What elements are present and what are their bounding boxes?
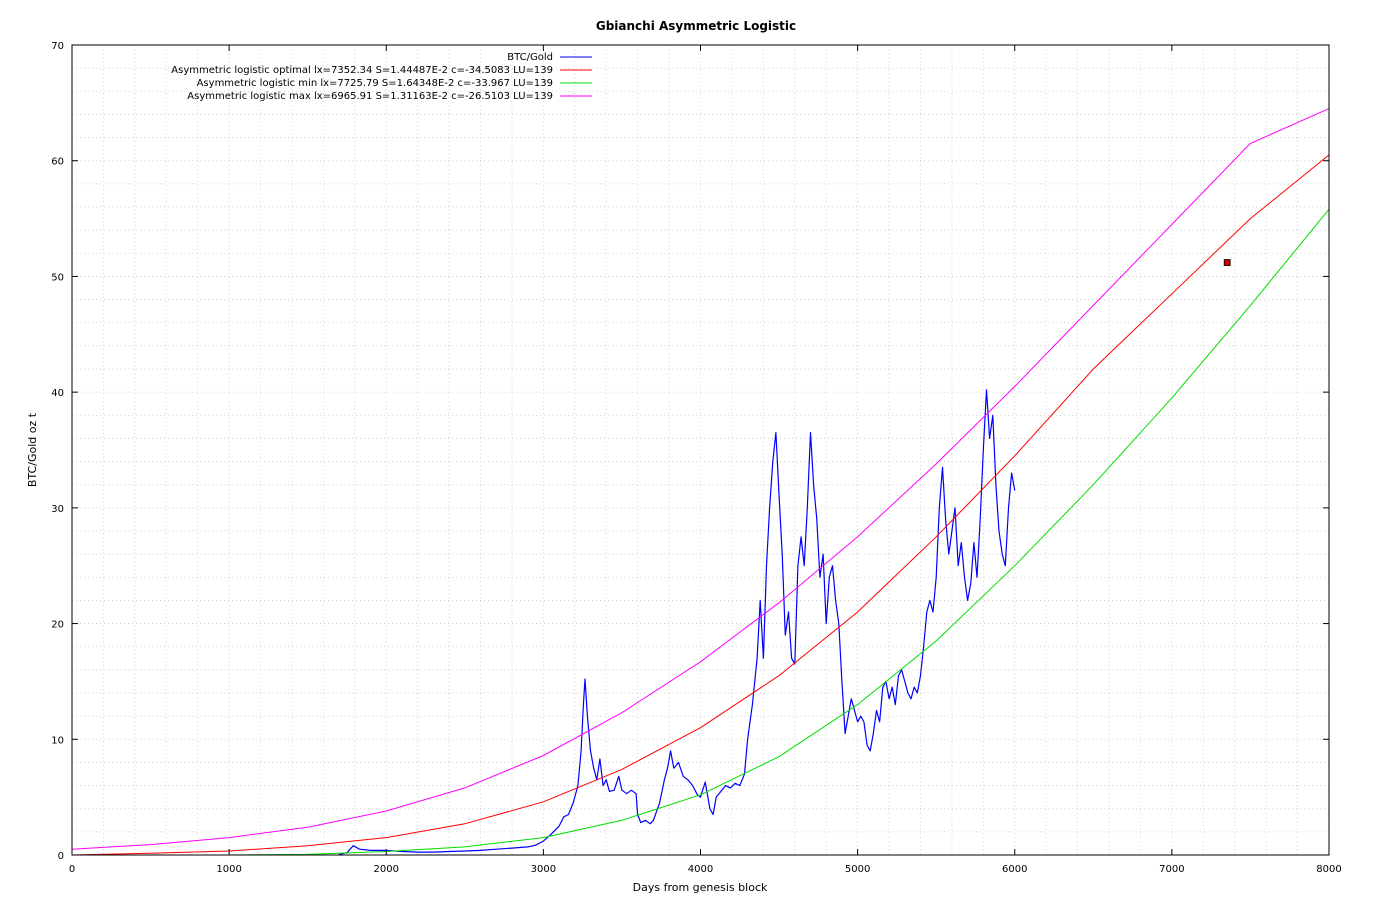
x-tick-label: 5000 bbox=[845, 864, 870, 875]
x-tick-label: 1000 bbox=[216, 864, 241, 875]
y-tick-label: 10 bbox=[51, 735, 64, 746]
series-line-1 bbox=[71, 154, 1330, 856]
marker-point bbox=[1223, 259, 1231, 266]
y-tick-label: 30 bbox=[51, 504, 64, 515]
series-line-2 bbox=[229, 208, 1330, 856]
chart-title: Gbianchi Asymmetric Logistic bbox=[596, 19, 796, 33]
legend-entry-0: BTC/Gold bbox=[507, 52, 553, 63]
series-line-0 bbox=[338, 389, 1016, 855]
legend-entry-2: Asymmetric logistic min lx=7725.79 S=1.6… bbox=[197, 78, 553, 89]
legend: BTC/Gold Asymmetric logistic optimal lx=7… bbox=[171, 52, 592, 102]
series-layer bbox=[71, 108, 1330, 856]
x-tick-label: 8000 bbox=[1316, 864, 1341, 875]
y-axis-label: BTC/Gold oz t bbox=[26, 412, 39, 487]
series-line-3 bbox=[71, 108, 1330, 850]
grid bbox=[71, 44, 1330, 856]
x-tick-label: 6000 bbox=[1002, 864, 1027, 875]
y-tick-label: 50 bbox=[51, 272, 64, 283]
y-tick-label: 40 bbox=[51, 388, 64, 399]
y-tick-label: 70 bbox=[51, 41, 64, 52]
x-tick-label: 7000 bbox=[1159, 864, 1184, 875]
x-tick-label: 2000 bbox=[374, 864, 399, 875]
y-tick-label: 20 bbox=[51, 620, 64, 631]
x-tick-label: 0 bbox=[69, 864, 75, 875]
y-tick-label: 0 bbox=[58, 851, 64, 862]
axis-ticks: 0 1000 2000 3000 4000 5000 6000 7000 8000 0 10 20 30… bbox=[51, 41, 1341, 875]
x-axis-label: Days from genesis block bbox=[633, 881, 768, 894]
x-tick-label: 4000 bbox=[688, 864, 713, 875]
legend-entry-3: Asymmetric logistic max lx=6965.91 S=1.3… bbox=[187, 91, 553, 102]
x-tick-label: 3000 bbox=[531, 864, 556, 875]
legend-entry-1: Asymmetric logistic optimal lx=7352.34 S… bbox=[171, 65, 553, 76]
y-tick-label: 60 bbox=[51, 157, 64, 168]
